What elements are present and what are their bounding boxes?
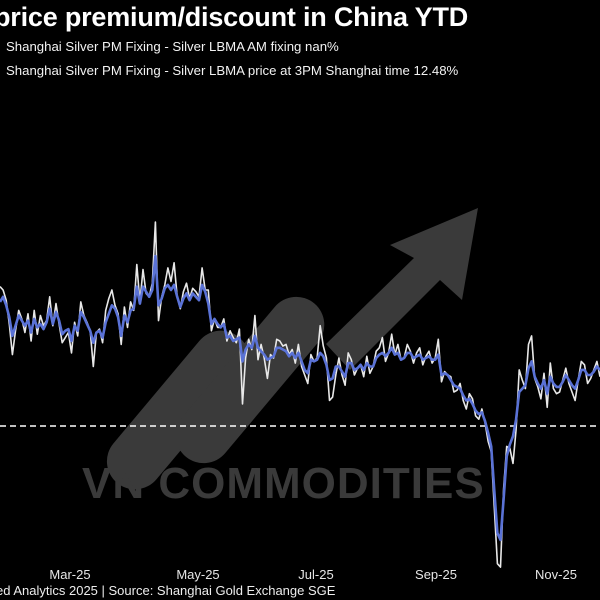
series-layer: [0, 221, 600, 568]
series-line-3pm-price: [0, 254, 600, 542]
legend-entry-am-fixing: Shanghai Silver PM Fixing - Silver LBMA …: [6, 39, 339, 54]
vn-commodities-watermark: VN COMMODITIES: [82, 208, 485, 508]
x-tick-label: Jul-25: [298, 567, 333, 582]
x-tick-label: May-25: [176, 567, 219, 582]
x-tick-label: Mar-25: [49, 567, 90, 582]
x-tick-label: Nov-25: [535, 567, 577, 582]
legend-entry-3pm-price: Shanghai Silver PM Fixing - Silver LBMA …: [6, 63, 459, 78]
chart-title: price premium/discount in China YTD: [0, 2, 469, 32]
source-note: ed Analytics 2025 | Source: Shanghai Gol…: [0, 583, 336, 598]
watermark-text: VN COMMODITIES: [82, 459, 485, 508]
series-line-am-fixing: [0, 221, 600, 568]
x-axis: Mar-25 May-25 Jul-25 Sep-25 Nov-25: [49, 567, 577, 582]
x-tick-label: Sep-25: [415, 567, 457, 582]
